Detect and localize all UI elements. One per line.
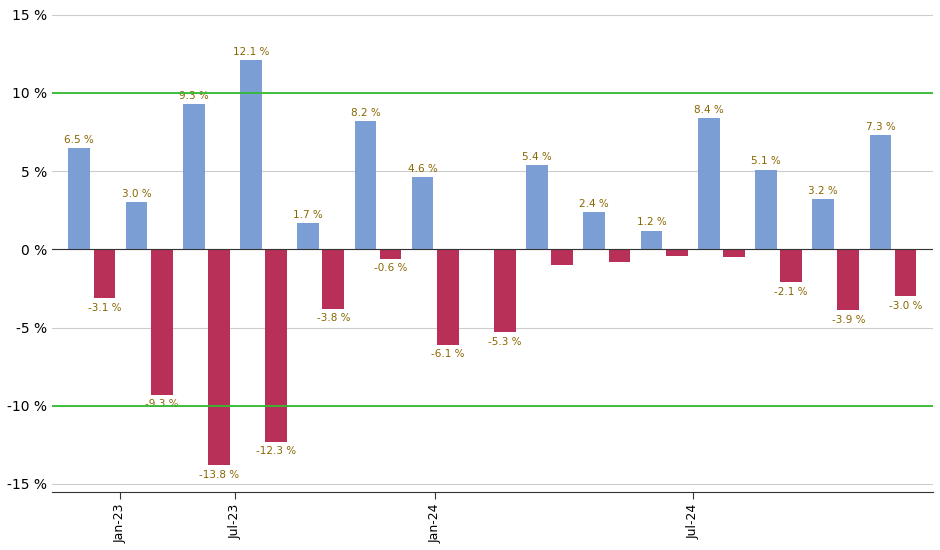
Text: 8.4 %: 8.4 % [694, 105, 724, 115]
Bar [265, 249, 287, 442]
Text: -3.0 %: -3.0 % [889, 301, 922, 311]
Bar [723, 249, 744, 257]
Bar [94, 249, 116, 298]
Text: -2.1 %: -2.1 % [775, 287, 807, 297]
Bar [208, 249, 229, 465]
Text: 1.2 %: 1.2 % [636, 217, 666, 228]
Bar [870, 135, 891, 249]
Text: 3.0 %: 3.0 % [121, 189, 151, 199]
Bar [755, 169, 776, 249]
Text: -0.6 %: -0.6 % [374, 263, 407, 273]
Text: 6.5 %: 6.5 % [65, 135, 94, 145]
Bar [526, 165, 548, 249]
Bar [240, 60, 262, 249]
Bar [297, 223, 319, 249]
Text: -9.3 %: -9.3 % [145, 399, 179, 410]
Bar [697, 118, 720, 249]
Text: -3.1 %: -3.1 % [87, 302, 121, 312]
Text: -5.3 %: -5.3 % [488, 337, 522, 347]
Text: -3.9 %: -3.9 % [832, 315, 865, 325]
Text: -13.8 %: -13.8 % [199, 470, 239, 480]
Bar [126, 202, 148, 249]
Text: 4.6 %: 4.6 % [408, 164, 437, 174]
Text: 2.4 %: 2.4 % [579, 199, 609, 208]
Bar [584, 212, 605, 249]
Bar [150, 249, 173, 395]
Bar [641, 230, 663, 249]
Text: 1.7 %: 1.7 % [293, 210, 323, 219]
Bar [895, 249, 916, 296]
Bar [412, 178, 433, 249]
Bar [183, 104, 205, 249]
Bar [380, 249, 401, 258]
Text: 9.3 %: 9.3 % [179, 91, 209, 101]
Bar [666, 249, 687, 256]
Text: 7.3 %: 7.3 % [866, 122, 895, 132]
Text: 5.4 %: 5.4 % [523, 152, 552, 162]
Text: -3.8 %: -3.8 % [317, 314, 350, 323]
Text: 8.2 %: 8.2 % [351, 108, 381, 118]
Bar [608, 249, 631, 262]
Bar [69, 148, 90, 249]
Text: 5.1 %: 5.1 % [751, 156, 781, 167]
Bar [322, 249, 344, 309]
Bar [838, 249, 859, 310]
Text: 3.2 %: 3.2 % [808, 186, 838, 196]
Bar [494, 249, 516, 332]
Text: -12.3 %: -12.3 % [256, 447, 296, 456]
Bar [812, 199, 834, 249]
Bar [552, 249, 573, 265]
Bar [354, 121, 376, 249]
Text: -6.1 %: -6.1 % [431, 349, 464, 360]
Bar [437, 249, 459, 345]
Text: 12.1 %: 12.1 % [233, 47, 269, 57]
Bar [780, 249, 802, 282]
